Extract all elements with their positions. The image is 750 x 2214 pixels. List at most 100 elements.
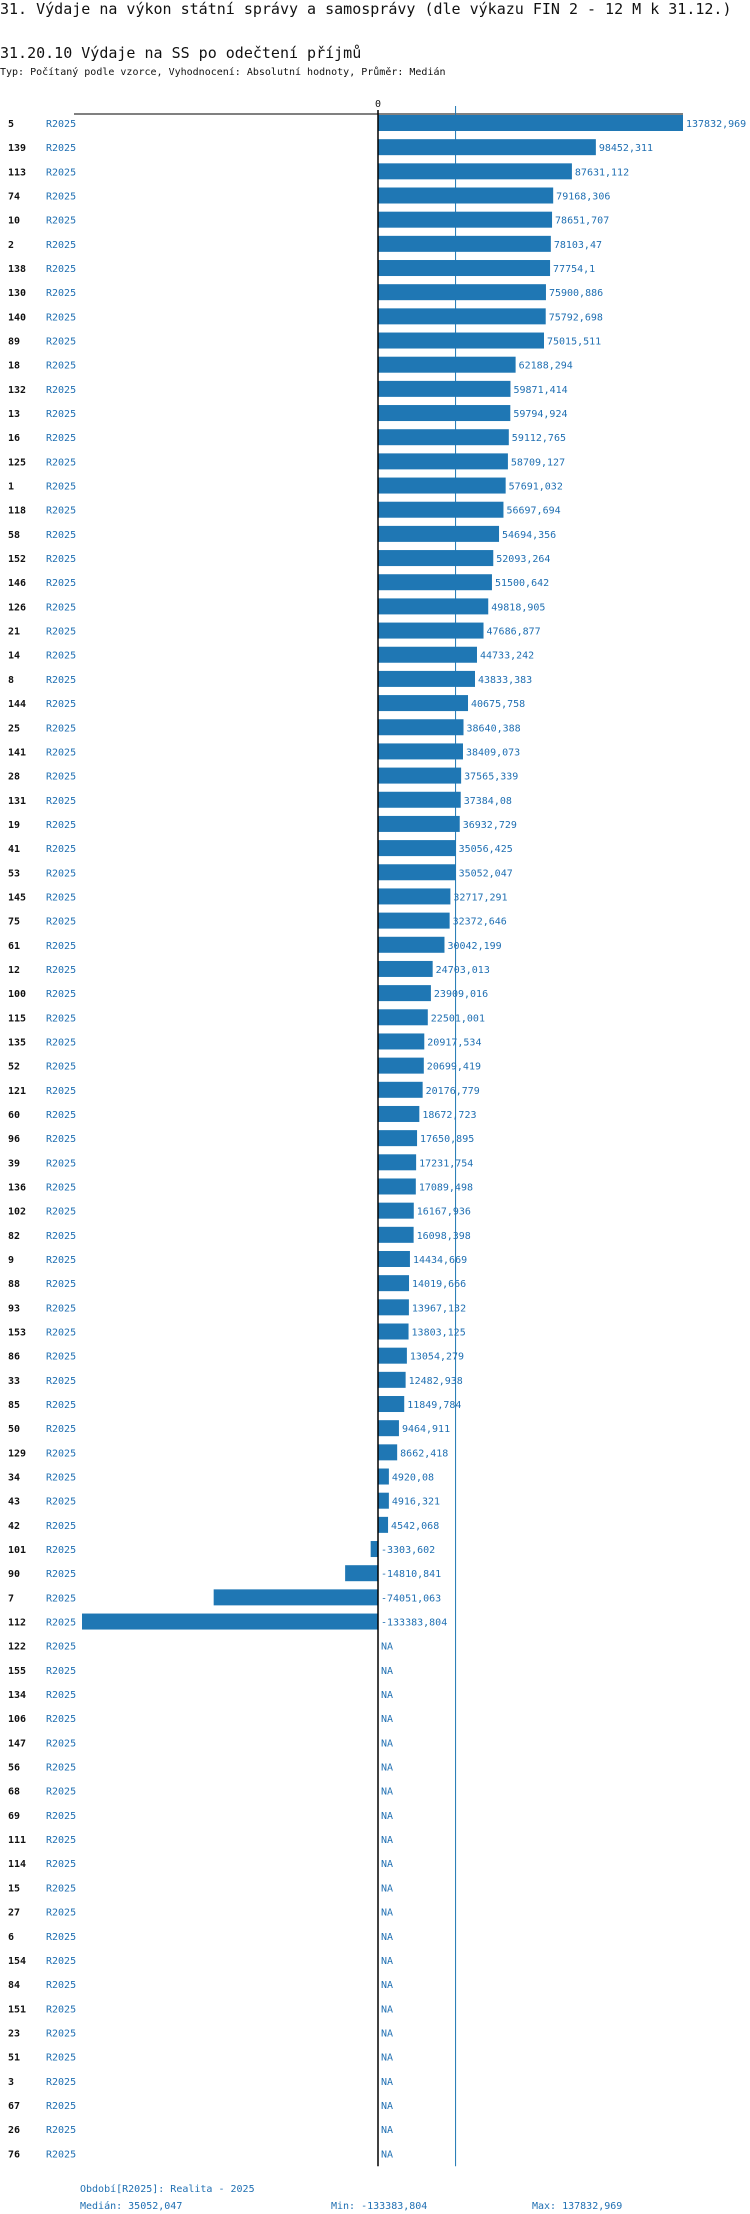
row-id-label: 122 (8, 1642, 26, 1653)
bar (378, 840, 456, 857)
row-series-label: R2025 (46, 796, 76, 807)
data-label: 59794,924 (513, 409, 567, 420)
row-id-label: 28 (8, 772, 20, 783)
bar (378, 1299, 409, 1316)
row-series-label: R2025 (46, 1376, 76, 1387)
bar (378, 1202, 414, 1219)
row-series-label: R2025 (46, 1569, 76, 1580)
data-label: 35056,425 (459, 844, 513, 855)
bar (378, 332, 544, 349)
row-series-label: R2025 (46, 1473, 76, 1484)
data-label: 137832,969 (686, 119, 746, 130)
row-series-label: R2025 (46, 1279, 76, 1290)
row-id-label: 25 (8, 723, 20, 734)
data-label: NA (381, 1980, 393, 1991)
data-label: 40675,758 (471, 699, 525, 710)
row-id-label: 58 (8, 530, 20, 541)
row-series-label: R2025 (46, 2028, 76, 2039)
row-series-label: R2025 (46, 2149, 76, 2160)
row-id-label: 21 (8, 627, 20, 638)
row-series-label: R2025 (46, 264, 76, 275)
row-id-label: 53 (8, 868, 20, 879)
bar (345, 1565, 378, 1582)
bar (378, 284, 546, 301)
row-series-label: R2025 (46, 554, 76, 565)
row-id-label: 93 (8, 1303, 20, 1314)
row-id-label: 3 (8, 2077, 14, 2088)
row-id-label: 16 (8, 433, 20, 444)
row-series-label: R2025 (46, 1448, 76, 1459)
row-series-label: R2025 (46, 892, 76, 903)
row-id-label: 50 (8, 1424, 20, 1435)
page-title: 31. Výdaje na výkon státní správy a samo… (0, 0, 732, 18)
row-series-label: R2025 (46, 312, 76, 323)
row-series-label: R2025 (46, 361, 76, 372)
zero-tick-label: 0 (375, 99, 381, 110)
data-label: 18672,723 (422, 1110, 476, 1121)
row-series-label: R2025 (46, 627, 76, 638)
row-id-label: 89 (8, 337, 20, 348)
data-label: NA (381, 1908, 393, 1919)
row-series-label: R2025 (46, 1714, 76, 1725)
bar (378, 380, 511, 397)
row-series-label: R2025 (46, 2101, 76, 2112)
row-id-label: 75 (8, 917, 20, 928)
data-label: 4542,068 (391, 1521, 439, 1532)
bar (378, 1226, 414, 1243)
row-id-label: 153 (8, 1328, 26, 1339)
row-id-label: 43 (8, 1497, 20, 1508)
row-id-label: 126 (8, 602, 26, 613)
data-label: NA (381, 1787, 393, 1798)
row-id-label: 147 (8, 1738, 26, 1749)
data-label: 54694,356 (502, 530, 556, 541)
data-label: 22501,001 (431, 1013, 485, 1024)
bar (378, 1516, 389, 1533)
data-label: 32372,646 (453, 917, 507, 928)
row-series-label: R2025 (46, 1303, 76, 1314)
data-label: 13967,132 (412, 1303, 466, 1314)
row-series-label: R2025 (46, 989, 76, 1000)
data-label: 4920,08 (392, 1473, 434, 1484)
bar (378, 1057, 424, 1074)
data-label: 44733,242 (480, 651, 534, 662)
data-label: 75900,886 (549, 288, 603, 299)
data-label: 59871,414 (513, 385, 567, 396)
row-id-label: 69 (8, 1811, 20, 1822)
data-label: NA (381, 1642, 393, 1653)
row-id-label: 67 (8, 2101, 20, 2112)
footer-median: Medián: 35052,047 (80, 2201, 183, 2212)
data-label: 56697,694 (506, 506, 560, 517)
bar (378, 936, 445, 953)
data-label: NA (381, 2053, 393, 2064)
data-label: -14810,841 (381, 1569, 441, 1580)
row-id-label: 68 (8, 1787, 20, 1798)
data-label: NA (381, 1835, 393, 1846)
row-id-label: 144 (8, 699, 26, 710)
bar (378, 356, 516, 373)
data-label: 37384,08 (464, 796, 512, 807)
row-id-label: 96 (8, 1134, 20, 1145)
row-id-label: 132 (8, 385, 26, 396)
row-series-label: R2025 (46, 1013, 76, 1024)
row-series-label: R2025 (46, 1593, 76, 1604)
data-label: 36932,729 (463, 820, 517, 831)
bar (378, 525, 500, 542)
data-label: 20917,534 (427, 1037, 481, 1048)
row-id-label: 141 (8, 747, 26, 758)
row-series-label: R2025 (46, 1134, 76, 1145)
row-series-label: R2025 (46, 2004, 76, 2015)
footer-period: Období[R2025]: Realita - 2025 (80, 2184, 255, 2195)
row-id-label: 151 (8, 2004, 26, 2015)
bar (378, 1396, 405, 1413)
row-id-label: 102 (8, 1207, 26, 1218)
row-series-label: R2025 (46, 457, 76, 468)
row-series-label: R2025 (46, 385, 76, 396)
data-label: 30042,199 (447, 941, 501, 952)
bar (378, 211, 553, 228)
row-id-label: 113 (8, 167, 26, 178)
row-series-label: R2025 (46, 651, 76, 662)
data-label: 17231,754 (419, 1158, 473, 1169)
row-id-label: 60 (8, 1110, 20, 1121)
bar (378, 163, 572, 180)
